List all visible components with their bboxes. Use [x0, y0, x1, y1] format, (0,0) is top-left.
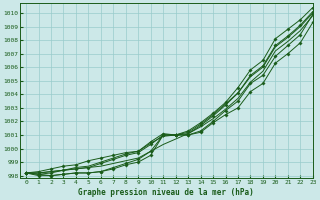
X-axis label: Graphe pression niveau de la mer (hPa): Graphe pression niveau de la mer (hPa) — [78, 188, 254, 197]
